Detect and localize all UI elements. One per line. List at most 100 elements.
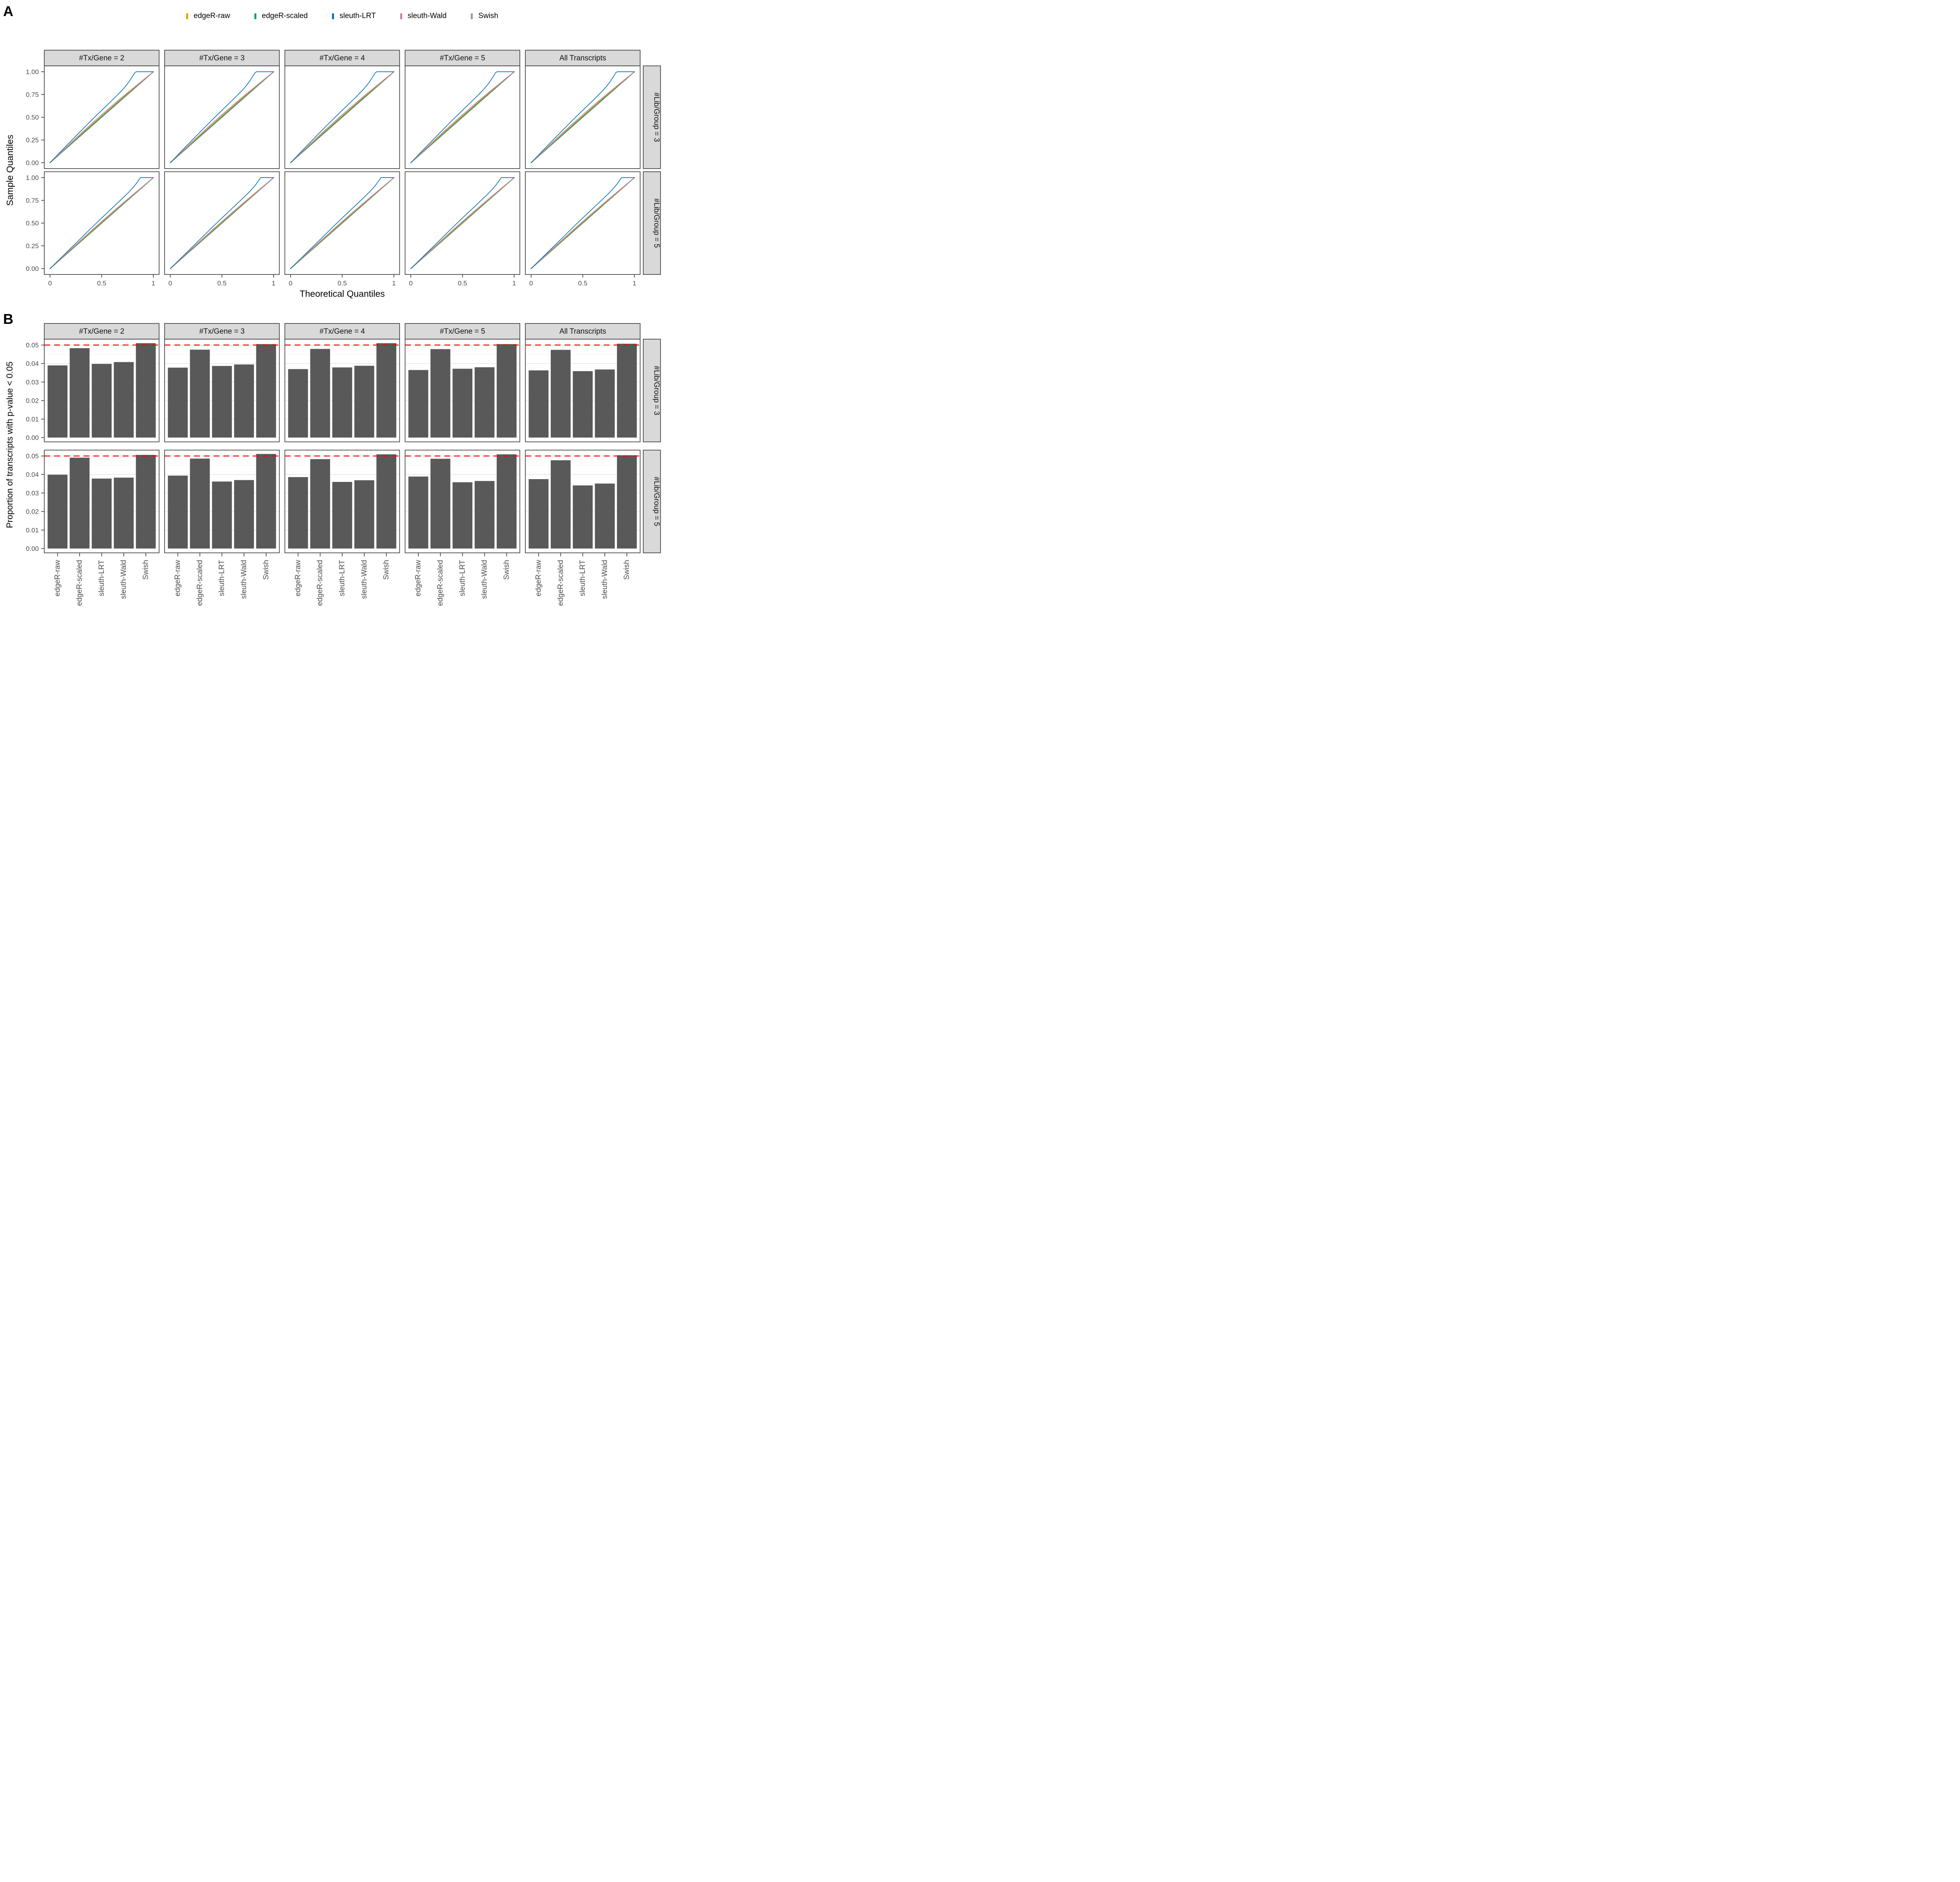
facet-col-strip (525, 323, 641, 340)
method-label: edgeR-scaled (76, 560, 84, 606)
bar-edgeR-scaled (430, 349, 450, 438)
y-tick-label: 0.02 (26, 508, 39, 516)
bar-Swish (136, 455, 156, 549)
method-label: sleuth-LRT (98, 560, 106, 596)
qq-legend: edgeR-raw edgeR-scaled sleuth-LRT sleuth-Wa… (44, 12, 640, 20)
facet-col-strip-label: #Tx/Gene = 4 (319, 327, 365, 336)
bar-sleuth-LRT (332, 367, 352, 438)
facet-col-strip (284, 323, 400, 340)
legend-item-label: edgeR-scaled (261, 12, 308, 20)
method-label: edgeR-scaled (436, 560, 445, 606)
method-label: edgeR-raw (53, 560, 62, 596)
legend-key-icon (186, 13, 188, 19)
x-tick-label: 0 (529, 280, 533, 287)
bar-edgeR-raw (288, 369, 308, 438)
qq-line-sleuth-LRT (530, 71, 635, 163)
bar-Swish (376, 454, 396, 549)
facet-col-strip (405, 50, 521, 66)
legend-item-label: Swish (478, 12, 499, 20)
qq-line-sleuth-LRT (170, 177, 274, 269)
method-label: sleuth-Wald (601, 560, 609, 599)
y-tick-label: 0.01 (26, 527, 39, 534)
method-label: Swish (262, 560, 270, 580)
bar-Swish (497, 344, 517, 438)
method-label: Swish (142, 560, 150, 580)
facet-col-strip-label: #Tx/Gene = 2 (79, 327, 125, 336)
x-tick-label: 0 (169, 280, 172, 287)
figure-canvas: #Tx/Gene = 2 #Tx/Gene = 3 #Tx/Gene = 4 #Tx/… (26, 50, 661, 606)
method-label: edgeR-raw (534, 560, 543, 596)
legend-item-label: sleuth-LRT (339, 12, 376, 20)
bar-panel-border (284, 339, 400, 442)
qq-line-sleuth-Wald (410, 177, 515, 269)
bar-sleuth-Wald (474, 481, 495, 549)
facet-col-strip-label: All Transcripts (559, 327, 606, 336)
bar-sleuth-Wald (234, 364, 254, 438)
legend-item-label: edgeR-raw (193, 12, 230, 20)
x-tick-label: 0.5 (578, 280, 588, 287)
qq-panel-border (284, 65, 400, 169)
legend-item-Swish: Swish (471, 12, 498, 20)
bar-panel-border (405, 339, 521, 442)
legend-item-sleuth-Wald: sleuth-Wald (400, 12, 446, 20)
method-label: Swish (623, 560, 631, 580)
y-tick-label: 0.50 (26, 220, 39, 227)
bar-sleuth-LRT (212, 366, 232, 438)
legend-key-icon (332, 13, 334, 19)
bar-edgeR-scaled (69, 348, 90, 438)
method-label: sleuth-Wald (240, 560, 248, 599)
x-tick-label: 0.5 (338, 280, 347, 287)
qq-line-sleuth-Wald (49, 71, 154, 163)
bar-panel-border (44, 339, 160, 442)
bar-sleuth-LRT (452, 482, 473, 549)
qq-line-sleuth-LRT (49, 177, 154, 269)
method-label: edgeR-raw (414, 560, 423, 596)
method-label: sleuth-LRT (338, 560, 347, 596)
bar-sleuth-Wald (114, 478, 134, 549)
x-tick-label: 0 (48, 280, 52, 287)
qq-line-edgeR-raw (170, 71, 274, 163)
legend-item-edgeR-scaled: edgeR-scaled (254, 12, 308, 20)
method-label: edgeR-raw (294, 560, 302, 596)
y-tick-label: 0.75 (26, 91, 39, 98)
bar-Swish (376, 343, 396, 438)
x-tick-label: 1 (392, 280, 396, 287)
facet-col-strip-label: #Tx/Gene = 5 (440, 54, 485, 62)
method-label: sleuth-Wald (120, 560, 128, 599)
method-label: edgeR-scaled (316, 560, 324, 606)
bar-sleuth-Wald (354, 365, 374, 438)
qq-line-sleuth-LRT (290, 177, 394, 269)
y-tick-label: 0.25 (26, 136, 39, 144)
facet-row-strip (643, 171, 661, 275)
bar-sleuth-LRT (452, 369, 473, 438)
bar-Swish (617, 455, 637, 549)
facet-row-strip (643, 65, 661, 169)
y-tick-label: 0.05 (26, 452, 39, 460)
bar-sleuth-Wald (595, 369, 615, 438)
bar-sleuth-Wald (114, 362, 134, 438)
legend-key-icon (400, 13, 402, 19)
y-tick-label: 1.00 (26, 68, 39, 76)
y-tick-label: 0.25 (26, 242, 39, 250)
x-tick-label: 1 (272, 280, 275, 287)
bar-sleuth-LRT (573, 371, 593, 438)
qq-line-edgeR-raw (49, 71, 154, 163)
facet-col-strip (164, 50, 280, 66)
x-tick-label: 0 (409, 280, 412, 287)
qq-line-sleuth-Wald (290, 71, 394, 163)
bar-Swish (497, 454, 517, 549)
bar-edgeR-raw (168, 476, 188, 549)
legend-key-icon (471, 13, 473, 19)
bar-sleuth-LRT (332, 482, 352, 549)
bar-sleuth-Wald (354, 480, 374, 549)
x-tick-label: 0.5 (97, 280, 107, 287)
bar-edgeR-scaled (550, 460, 571, 549)
facet-col-strip-label: All Transcripts (559, 54, 606, 62)
qq-line-edgeR-scaled (170, 71, 274, 163)
y-tick-label: 0.05 (26, 342, 39, 349)
y-tick-label: 0.75 (26, 197, 39, 204)
bar-sleuth-LRT (212, 481, 232, 549)
facet-col-strip-label: #Tx/Gene = 3 (199, 327, 245, 336)
bar-Swish (617, 343, 637, 438)
bar-edgeR-scaled (550, 350, 571, 438)
